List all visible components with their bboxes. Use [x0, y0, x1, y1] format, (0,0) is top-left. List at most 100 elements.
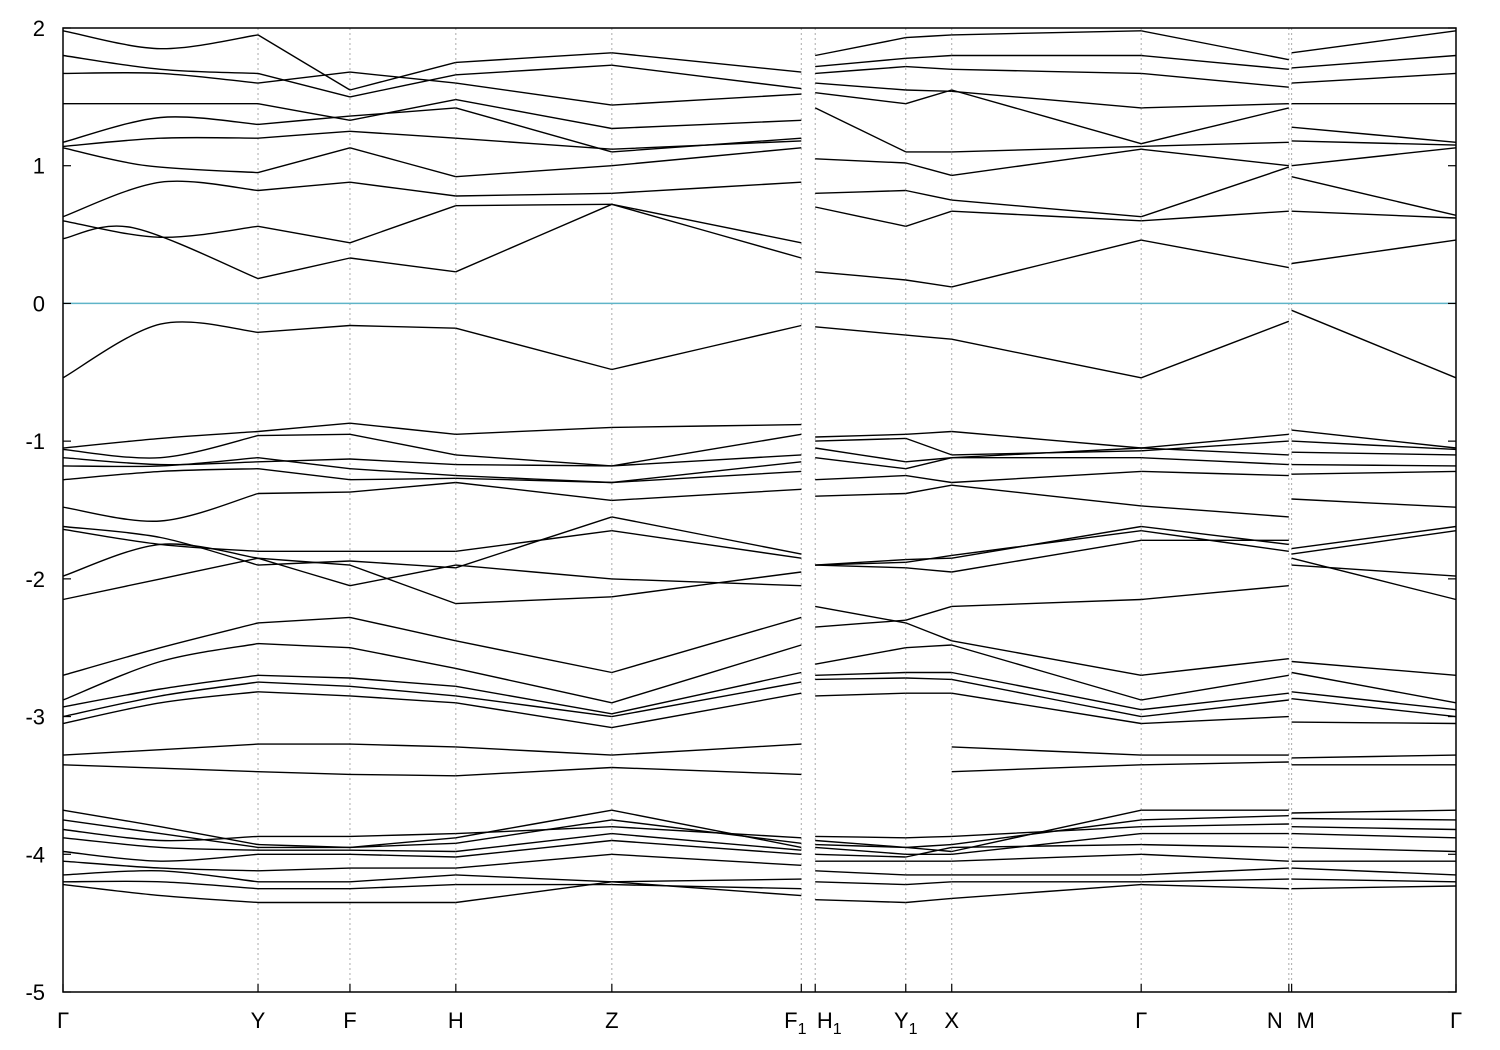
band-line: [815, 82, 906, 91]
band-line: [815, 835, 906, 839]
band-line: [62, 468, 259, 481]
band-line: [815, 870, 906, 876]
band-line: [951, 145, 1142, 153]
band-line: [349, 849, 456, 853]
band-line: [349, 71, 456, 84]
band-line: [611, 470, 802, 484]
band-line: [905, 605, 952, 621]
band-line: [455, 746, 612, 756]
band-line: [951, 30, 1142, 36]
band-line: [905, 54, 952, 59]
band-line: [611, 64, 802, 90]
band-line: [1141, 692, 1289, 711]
band-series: [62, 203, 1457, 244]
band-series: [62, 881, 1457, 904]
band-line: [905, 430, 952, 435]
band-line: [815, 692, 906, 697]
band-line: [1141, 823, 1289, 828]
band-line: [257, 867, 351, 872]
band-line: [455, 203, 612, 207]
band-line: [257, 103, 351, 121]
band-series: [62, 166, 1457, 218]
band-line: [611, 692, 802, 729]
band-series: [62, 839, 1457, 862]
band-line: [1141, 440, 1289, 452]
band-line: [951, 598, 1142, 608]
band-line: [611, 743, 802, 756]
band-series: [62, 422, 1457, 449]
band-line: [455, 819, 612, 844]
band-line: [905, 89, 952, 92]
band-line: [349, 205, 457, 244]
band-line: [62, 225, 259, 280]
band-line: [455, 454, 612, 467]
band-line: [62, 764, 259, 773]
y-axis-ticks: 2 1 0 -1 -2 -3 -4 -5: [25, 16, 1456, 1005]
band-line: [349, 677, 456, 687]
band-line: [951, 89, 1142, 145]
band-line: [611, 571, 802, 598]
band-line: [62, 434, 259, 459]
band-line: [1140, 320, 1290, 379]
band-line: [62, 880, 259, 890]
band-line: [349, 874, 456, 883]
band-line: [257, 691, 351, 697]
band-line: [611, 324, 802, 371]
band-series: [62, 89, 1457, 153]
x-tick-label: F: [343, 1008, 356, 1033]
x-tick-label: H: [448, 1008, 464, 1033]
band-series: [62, 468, 1457, 484]
band-line: [1141, 72, 1289, 88]
band-series: [62, 691, 1457, 729]
band-line: [611, 454, 802, 467]
band-line: [611, 671, 802, 715]
band-line: [62, 809, 259, 846]
band-series: [62, 743, 1457, 759]
band-line: [62, 860, 259, 872]
band-series: [62, 605, 1457, 676]
band-line: [1291, 530, 1457, 555]
band-line: [62, 492, 259, 522]
band-line: [1291, 463, 1457, 467]
band-line: [905, 677, 952, 681]
band-line: [815, 189, 906, 194]
band-line: [62, 30, 259, 50]
band-line: [1141, 699, 1289, 718]
band-line: [611, 93, 802, 106]
band-line: [349, 61, 456, 91]
band-line: [349, 458, 456, 466]
band-line: [455, 832, 612, 853]
band-line: [455, 685, 612, 715]
band-line: [1291, 817, 1457, 821]
band-line: [951, 338, 1142, 379]
band-line: [1141, 107, 1289, 145]
band-line: [905, 567, 952, 573]
band-series: [62, 642, 1457, 704]
band-line: [257, 468, 351, 481]
band-line: [1291, 176, 1457, 216]
band-line: [455, 640, 612, 674]
band-line: [62, 136, 259, 148]
band-line: [455, 327, 612, 371]
band-line: [815, 271, 906, 281]
band-line: [951, 199, 1142, 218]
band-series: [62, 823, 1457, 842]
band-line: [815, 457, 906, 470]
band-line: [1141, 505, 1289, 518]
band-line: [257, 457, 351, 470]
band-line: [815, 326, 906, 336]
band-line: [951, 678, 1142, 718]
band-line: [815, 206, 906, 227]
band-line: [1141, 853, 1289, 862]
band-line: [257, 72, 351, 98]
band-line: [1141, 878, 1289, 883]
band-line: [905, 484, 952, 495]
band-series: [62, 878, 1457, 890]
band-line: [349, 842, 456, 849]
band-line: [905, 279, 952, 288]
band-line: [257, 560, 351, 566]
band-series: [62, 867, 1457, 883]
x-tick-label: Γ: [1135, 1008, 1147, 1033]
band-line: [455, 426, 612, 435]
